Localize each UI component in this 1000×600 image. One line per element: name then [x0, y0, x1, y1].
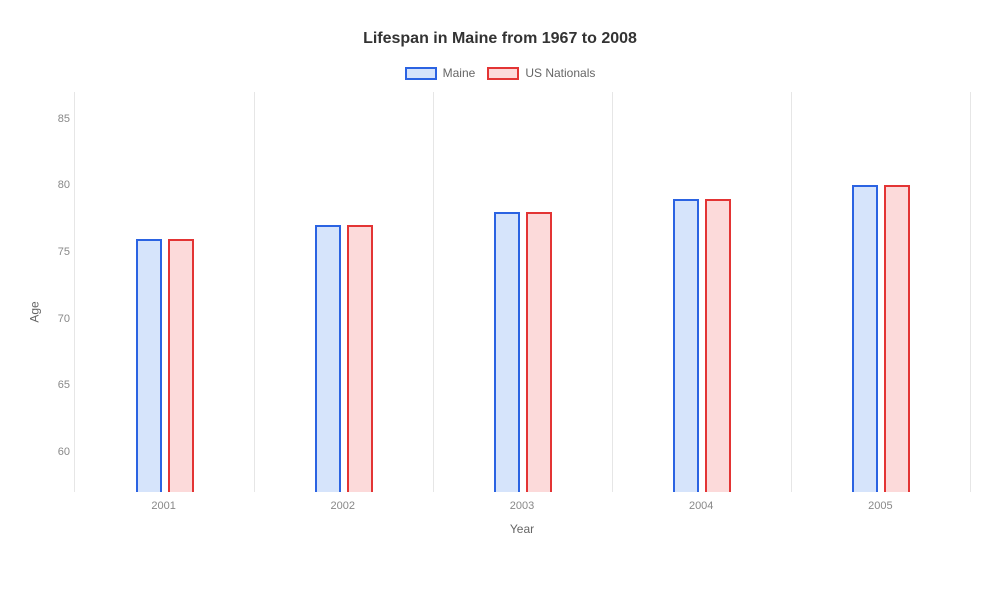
bar[interactable] [884, 185, 910, 492]
legend-swatch [487, 67, 519, 80]
x-tick: 2001 [151, 500, 175, 512]
x-tick: 2003 [510, 500, 534, 512]
bar[interactable] [673, 199, 699, 492]
y-tick: 65 [30, 379, 70, 391]
bar[interactable] [705, 199, 731, 492]
x-axis-label: Year [510, 522, 534, 536]
legend-label: US Nationals [525, 66, 595, 80]
gridline [791, 92, 792, 492]
legend: Maine US Nationals [20, 66, 980, 80]
bar[interactable] [136, 239, 162, 492]
bar-group [852, 185, 910, 492]
gridline [970, 92, 971, 492]
bar[interactable] [315, 225, 341, 492]
x-tick: 2005 [868, 500, 892, 512]
bar-group [315, 225, 373, 492]
bar[interactable] [168, 239, 194, 492]
y-tick: 70 [30, 313, 70, 325]
gridline [612, 92, 613, 492]
legend-item[interactable]: US Nationals [487, 66, 595, 80]
y-tick: 75 [30, 246, 70, 258]
bar-group [673, 199, 731, 492]
bar-group [494, 212, 552, 492]
x-axis: Year 20012002200320042005 [74, 492, 970, 532]
y-axis: 60 65 70 75 80 85 [30, 92, 70, 492]
legend-label: Maine [443, 66, 476, 80]
x-tick: 2004 [689, 500, 713, 512]
chart-container: Lifespan in Maine from 1967 to 2008 Main… [0, 0, 1000, 600]
bar[interactable] [494, 212, 520, 492]
plot-area: Age 606570758085 Year 200120022003200420… [74, 92, 970, 532]
plot [74, 92, 970, 492]
bar[interactable] [347, 225, 373, 492]
bar[interactable] [526, 212, 552, 492]
bar-group [136, 239, 194, 492]
legend-item[interactable]: Maine [405, 66, 476, 80]
legend-swatch [405, 67, 437, 80]
y-tick: 60 [30, 446, 70, 458]
chart-title: Lifespan in Maine from 1967 to 2008 [20, 30, 980, 48]
x-tick: 2002 [331, 500, 355, 512]
y-tick: 80 [30, 179, 70, 191]
gridline [433, 92, 434, 492]
gridline [254, 92, 255, 492]
y-tick: 85 [30, 113, 70, 125]
bar[interactable] [852, 185, 878, 492]
